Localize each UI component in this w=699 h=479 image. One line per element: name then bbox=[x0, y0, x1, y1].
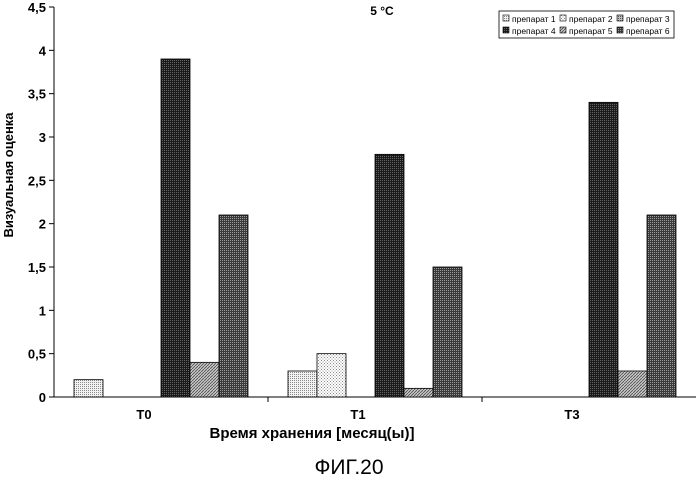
figure-caption: ФИГ.20 bbox=[314, 456, 383, 479]
bar-t3-series-6 bbox=[646, 214, 677, 398]
bar-t3-series-5 bbox=[617, 370, 648, 398]
bar-t1-series-6 bbox=[432, 266, 463, 398]
x-tick-label: T3 bbox=[564, 407, 579, 422]
legend-label: препарат 6 bbox=[626, 26, 670, 36]
y-tick-label: 3,5 bbox=[28, 87, 46, 102]
x-axis-title: Время хранения [месяц(ы)] bbox=[210, 425, 415, 442]
y-tick-label: 1,5 bbox=[28, 260, 46, 275]
chart-title: 5 °C bbox=[370, 4, 394, 18]
legend-label: препарат 1 bbox=[512, 14, 556, 24]
legend-swatch bbox=[502, 14, 510, 22]
legend-swatch bbox=[559, 14, 567, 22]
bar-t0-series-1 bbox=[73, 379, 104, 398]
y-tick-label: 0,5 bbox=[28, 347, 46, 362]
bar-t0-series-4 bbox=[160, 58, 191, 398]
legend-swatch bbox=[616, 14, 624, 22]
bar-t1-series-2 bbox=[316, 353, 347, 398]
legend-box bbox=[498, 10, 675, 39]
bar-t3-series-4 bbox=[588, 101, 619, 398]
y-tick-label: 2,5 bbox=[28, 173, 46, 188]
y-axis-title: Визуальная оценка bbox=[1, 112, 16, 238]
legend-label: препарат 5 bbox=[569, 26, 613, 36]
y-tick-label: 0 bbox=[39, 390, 46, 405]
legend-label: препарат 2 bbox=[569, 14, 613, 24]
x-category-ticks: T0 T1 T3 bbox=[136, 397, 580, 422]
bar-t1-series-1 bbox=[287, 370, 318, 398]
bars bbox=[73, 58, 677, 398]
legend-label: препарат 3 bbox=[626, 14, 670, 24]
legend-swatch bbox=[616, 26, 624, 34]
x-tick-label: T1 bbox=[350, 407, 365, 422]
bar-t0-series-6 bbox=[218, 214, 249, 398]
x-tick-label: T0 bbox=[136, 407, 151, 422]
legend-swatch bbox=[559, 26, 567, 34]
y-tick-label: 4,5 bbox=[28, 0, 46, 15]
y-ticks: 0 0,5 1 1,5 2 2,5 3 3,5 4 4,5 bbox=[28, 0, 54, 405]
legend-label: препарат 4 bbox=[512, 26, 556, 36]
bar-t1-series-5 bbox=[403, 387, 434, 398]
y-tick-label: 4 bbox=[39, 43, 47, 58]
y-tick-label: 3 bbox=[39, 130, 46, 145]
bar-t0-series-5 bbox=[189, 361, 220, 398]
bar-t1-series-4 bbox=[374, 153, 405, 398]
legend-swatch bbox=[502, 26, 510, 34]
y-tick-label: 2 bbox=[39, 217, 46, 232]
y-tick-label: 1 bbox=[39, 303, 46, 318]
legend: препарат 1 препарат 2 препарат 3 препарат 4… bbox=[498, 10, 675, 39]
